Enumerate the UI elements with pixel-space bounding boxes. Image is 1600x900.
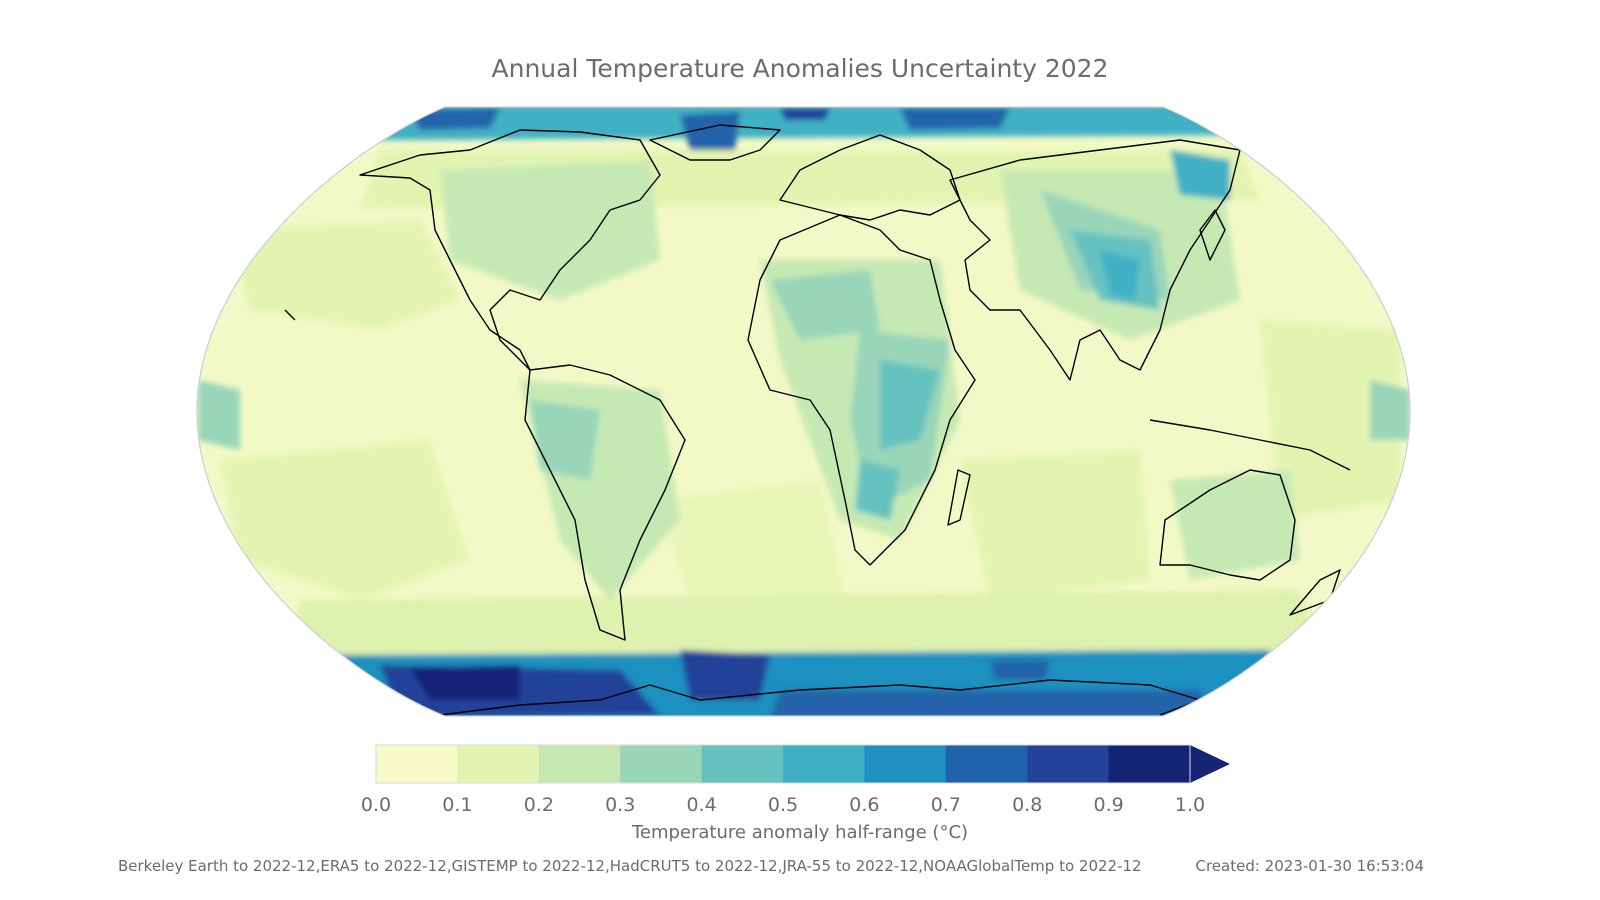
patch-pacific-north xyxy=(230,220,460,330)
patch-east-africa xyxy=(855,460,900,520)
colorbar-bin xyxy=(701,745,784,783)
patch-arctic-dark-3 xyxy=(900,108,1010,130)
coast-japan xyxy=(1199,209,1226,261)
colorbar-bin xyxy=(783,745,865,783)
colorbar-tick-label: 0.5 xyxy=(768,794,798,816)
patch-china-core xyxy=(1100,250,1140,300)
patch-antarctic-mid xyxy=(770,690,1210,716)
colorbar-tick-label: 0.1 xyxy=(442,794,472,816)
patch-north-america xyxy=(440,160,660,300)
patch-antarctic-darkest xyxy=(410,665,520,700)
footer-created: Created: 2023-01-30 16:53:04 xyxy=(1195,857,1425,875)
colorbar-bin xyxy=(1027,745,1110,783)
patch-west-pacific-edge xyxy=(198,380,240,450)
colorbar-tick-label: 0.4 xyxy=(686,794,716,816)
colorbar-tick-label: 0.8 xyxy=(1012,794,1042,816)
chart-title: Annual Temperature Anomalies Uncertainty… xyxy=(491,54,1109,83)
coast-greenland xyxy=(649,124,781,161)
colorbar-bin xyxy=(864,745,947,783)
colorbar-label: Temperature anomaly half-range (°C) xyxy=(631,822,969,843)
colorbar-bin xyxy=(1108,745,1191,783)
patch-arctic xyxy=(380,107,1240,140)
colorbar-extend-arrow xyxy=(1190,745,1230,783)
patch-congo xyxy=(880,360,940,450)
footer-sources: Berkeley Earth to 2022-12,ERA5 to 2022-1… xyxy=(118,857,1142,875)
colorbar: 0.0 0.1 0.2 0.3 0.4 0.5 0.6 0.7 0.8 0.9 1.0 xyxy=(361,744,1230,816)
patch-arctic-dark-4 xyxy=(780,108,830,120)
coast-indonesia xyxy=(1149,419,1351,471)
patch-indian xyxy=(960,450,1150,600)
coast-antarctica xyxy=(439,679,1201,716)
colorbar-tick-label: 0.9 xyxy=(1093,794,1123,816)
patch-antarctic-dark-3 xyxy=(990,660,1050,680)
colorbar-tick-label: 1.0 xyxy=(1175,794,1205,816)
coast-madagascar xyxy=(947,469,971,526)
coast-hawaii xyxy=(284,309,296,321)
colorbar-bin xyxy=(945,745,1028,783)
colorbar-tick-label: 0.7 xyxy=(931,794,961,816)
map-body xyxy=(197,107,1410,716)
patch-arctic-dark-1 xyxy=(410,108,500,130)
colorbar-tick-label: 0.0 xyxy=(361,794,391,816)
patch-australia xyxy=(1170,470,1300,580)
coast-europe-north xyxy=(779,134,961,221)
patch-kamchatka xyxy=(1170,150,1230,200)
patch-southern-band xyxy=(290,590,1320,670)
colorbar-outline xyxy=(375,744,1191,784)
coast-asia xyxy=(949,139,1241,381)
uncertainty-patches xyxy=(198,107,1410,716)
patch-sahara xyxy=(770,270,880,340)
coast-australia xyxy=(1159,469,1296,581)
coast-south-america xyxy=(524,364,686,641)
coast-africa-europe xyxy=(747,214,976,566)
colorbar-bin xyxy=(376,745,458,783)
coastlines xyxy=(284,124,1351,716)
colorbar-bin xyxy=(620,745,703,783)
patch-antarctic-dark-2 xyxy=(680,650,770,700)
patch-amazon xyxy=(530,400,600,480)
patch-pacific-east xyxy=(1260,320,1400,520)
colorbar-bin xyxy=(538,745,621,783)
colorbar-tick-label: 0.6 xyxy=(849,794,879,816)
colorbar-tick-label: 0.3 xyxy=(605,794,635,816)
colorbar-tick-label: 0.2 xyxy=(524,794,554,816)
colorbar-bin xyxy=(457,745,540,783)
patch-arctic-dark-2 xyxy=(680,112,740,150)
patch-pacific-south xyxy=(220,440,470,600)
coast-north-america xyxy=(359,129,661,371)
patch-east-pacific-edge xyxy=(1370,380,1410,440)
